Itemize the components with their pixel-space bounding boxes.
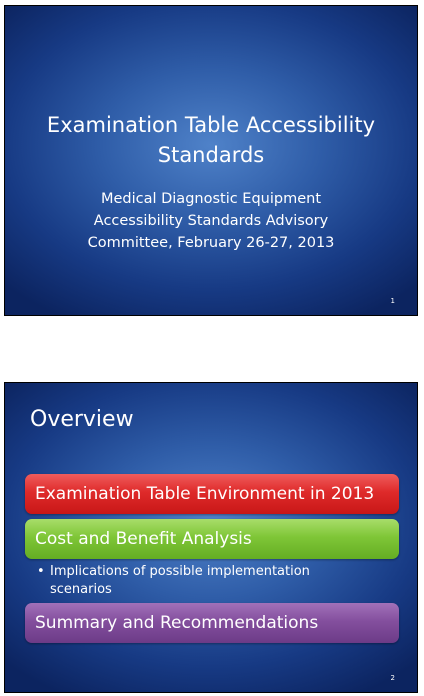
overview-item-summary: Summary and Recommendations — [25, 603, 399, 643]
bullet-point: • Implications of possible implementatio… — [37, 563, 367, 599]
bullet-dot-icon: • — [37, 564, 45, 579]
subtitle-line: Medical Diagnostic Equipment — [100, 191, 322, 207]
overview-item-environment: Examination Table Environment in 2013 — [25, 474, 399, 514]
bullet-text: Implications of possible implementation … — [50, 564, 310, 597]
overview-item-cost-benefit: Cost and Benefit Analysis — [25, 519, 399, 559]
slide-number: 1 — [390, 297, 395, 305]
slide-1: Examination Table Accessibility Standard… — [4, 5, 418, 316]
subtitle-line: Committee, February 26-27, 2013 — [87, 235, 335, 251]
slide-1-title: Examination Table Accessibility Standard… — [46, 113, 376, 167]
slide-2: Overview Examination Table Environment i… — [4, 382, 418, 693]
slide-number: 2 — [390, 674, 395, 682]
subtitle-line: Accessibility Standards Advisory — [93, 213, 329, 229]
slide-2-title: Overview — [30, 407, 134, 432]
slide-1-subtitle: Medical Diagnostic Equipment Accessibili… — [25, 188, 397, 254]
